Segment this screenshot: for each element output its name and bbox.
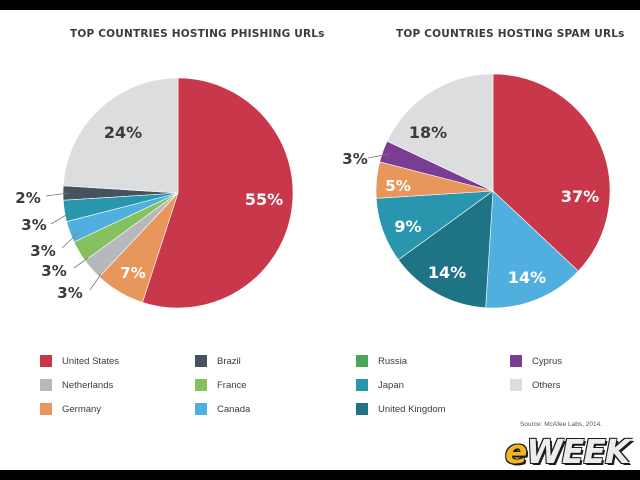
legend-label: Canada (217, 403, 251, 415)
phishing-chart-title: TOP COUNTRIES HOSTING PHISHING URLs (70, 28, 325, 40)
phishing-leader-line-canada (61, 232, 79, 249)
legend-item-france: France (195, 378, 247, 392)
source-note: Source: McAfee Labs, 2014. (520, 421, 603, 428)
phishing-leader-line-brazil (45, 192, 69, 197)
phishing-leader-line-japan (50, 213, 69, 225)
legend-swatch (510, 379, 522, 391)
legend-swatch (510, 355, 522, 367)
legend-swatch (356, 379, 368, 391)
legend-item-cyprus: Cyprus (510, 354, 562, 368)
legend-label: Netherlands (62, 379, 114, 391)
phishing-label-canada: 3% (30, 242, 55, 260)
spam-slice-canada (485, 190, 579, 309)
phishing-label-netherlands: 3% (57, 284, 82, 302)
legend-item-united-kingdom: United Kingdom (356, 402, 446, 416)
legend-label: United Kingdom (378, 403, 446, 415)
legend-item-brazil: Brazil (195, 354, 241, 368)
legend-swatch (356, 355, 368, 367)
phishing-leader-line-netherlands (89, 273, 102, 291)
spam-label-united-states: 37% (561, 187, 599, 206)
legend-label: Japan (378, 379, 404, 391)
legend-label: France (217, 379, 247, 391)
legend-item-canada: Canada (195, 402, 250, 416)
legend-swatch (40, 379, 52, 391)
legend-label: United States (62, 355, 120, 367)
spam-slice-united-kingdom (397, 190, 494, 309)
legend-label: Russia (378, 355, 408, 367)
logo-prefix: e (505, 432, 527, 471)
phishing-slice-united-states (142, 77, 294, 309)
phishing-label-united-states: 55% (245, 190, 283, 209)
legend-item-others: Others (510, 378, 561, 392)
eweek-logo: eWEEK (505, 432, 630, 471)
spam-label-germany: 5% (385, 177, 410, 195)
phishing-label-brazil: 2% (15, 189, 40, 207)
legend-item-netherlands: Netherlands (40, 378, 113, 392)
legend-swatch (40, 355, 52, 367)
legend-swatch (195, 379, 207, 391)
spam-slice-united-states (492, 73, 611, 272)
spam-label-cyprus: 3% (342, 150, 367, 168)
logo-rest: WEEK (526, 432, 630, 471)
legend-label: Others (532, 379, 561, 391)
legend-swatch (195, 355, 207, 367)
phishing-label-others: 24% (104, 123, 142, 142)
legend-swatch (195, 403, 207, 415)
spam-label-japan: 9% (394, 217, 421, 236)
spam-label-canada: 14% (508, 268, 546, 287)
spam-chart-title: TOP COUNTRIES HOSTING SPAM URLs (396, 28, 625, 40)
legend-label: Brazil (217, 355, 241, 367)
legend-swatch (40, 403, 52, 415)
phishing-slice-others (62, 77, 179, 194)
phishing-label-japan: 3% (21, 216, 46, 234)
legend-swatch (356, 403, 368, 415)
legend-item-japan: Japan (356, 378, 404, 392)
legend-label: Cyprus (532, 355, 563, 367)
phishing-label-france: 3% (41, 262, 66, 280)
legend-label: Germany (62, 403, 102, 415)
spam-slice-others (386, 73, 494, 192)
legend-item-russia: Russia (356, 354, 407, 368)
legend-item-germany: Germany (40, 402, 101, 416)
legend-item-united-states: United States (40, 354, 119, 368)
spam-label-united-kingdom: 14% (428, 263, 466, 282)
spam-leader-line-cyprus (367, 153, 391, 159)
phishing-leader-line-france (73, 257, 89, 269)
spam-label-others: 18% (409, 123, 447, 142)
phishing-label-germany: 7% (120, 264, 145, 282)
